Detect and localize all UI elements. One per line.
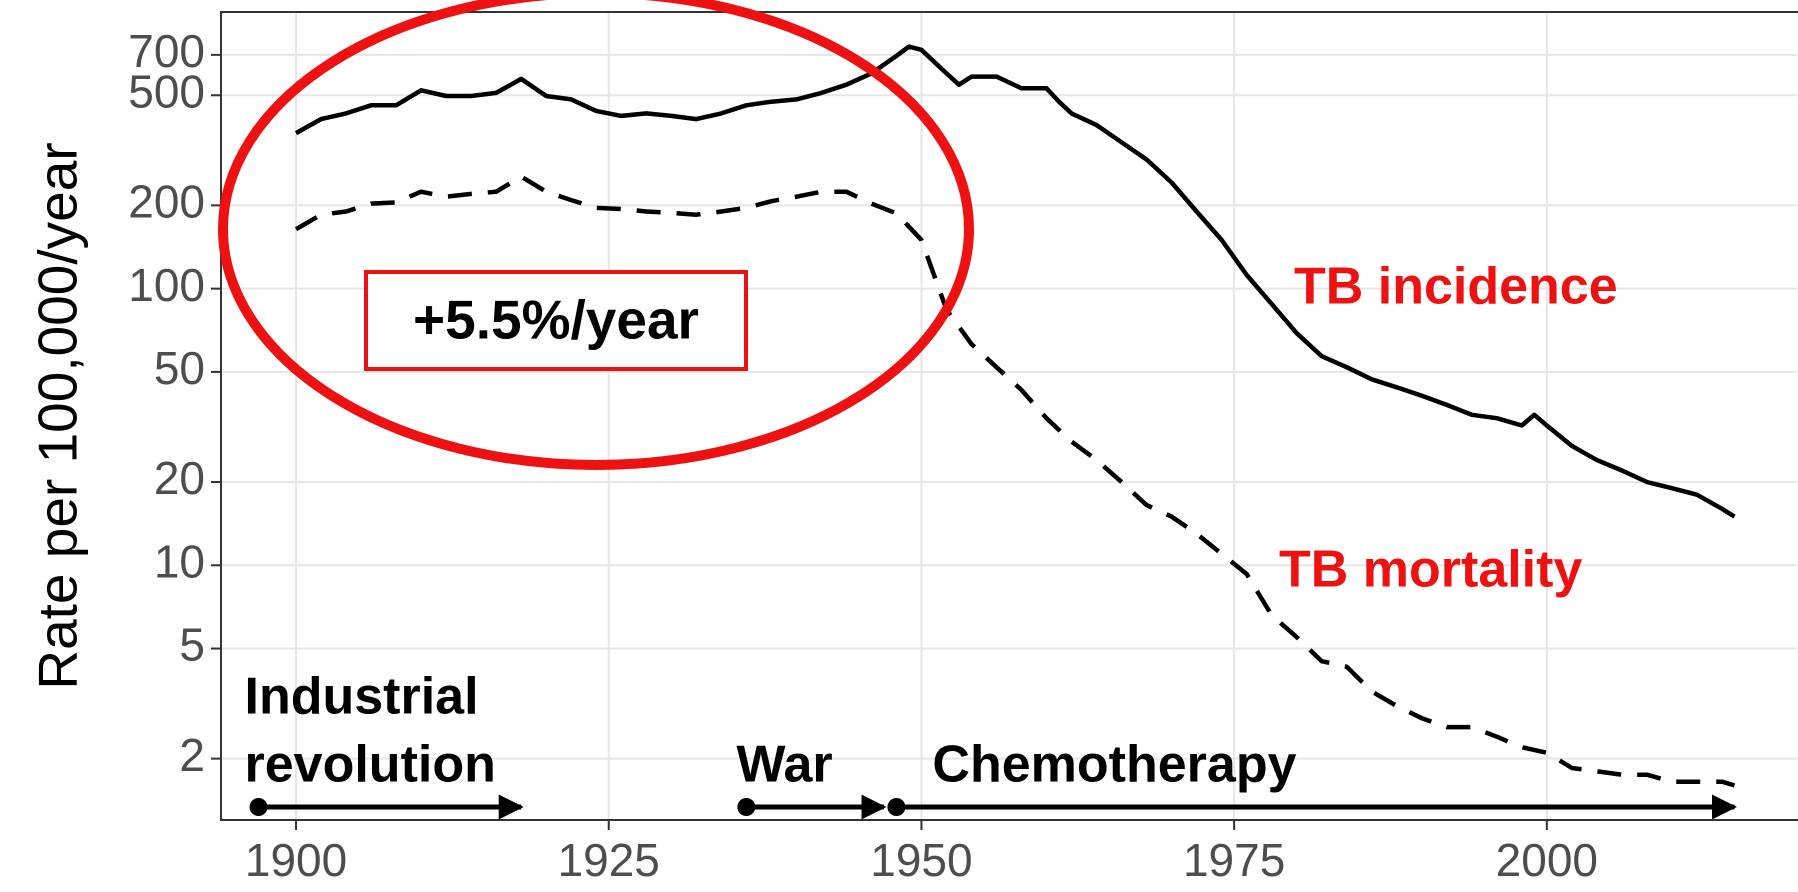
y-tick-label: 100 — [128, 259, 205, 311]
period-label: revolution — [245, 736, 496, 794]
highlight-ellipse — [218, 0, 974, 470]
x-tick-label: 2000 — [1496, 834, 1598, 886]
y-tick-label: 500 — [128, 65, 205, 117]
series-label: TB mortality — [1279, 541, 1582, 599]
x-tick-label: 1900 — [245, 834, 347, 886]
period-label: War — [736, 736, 832, 794]
y-tick-label: 2 — [179, 729, 205, 781]
annotation: +5.5%/year — [413, 289, 699, 351]
period-start — [887, 798, 906, 816]
x-tick-label: 1925 — [558, 834, 660, 886]
x-tick-label: 1950 — [870, 834, 972, 886]
y-tick-label: 200 — [128, 176, 205, 228]
y-tick-label: 10 — [154, 535, 205, 587]
period-start — [249, 798, 268, 816]
annotation-box — [364, 270, 748, 371]
y-tick-label: 20 — [154, 452, 205, 504]
period-label: Chemotherapy — [932, 736, 1296, 794]
period-label: Industrial — [245, 668, 479, 726]
series-line — [294, 44, 1736, 519]
y-tick-label: 50 — [154, 342, 205, 394]
series-label: TB incidence — [1294, 258, 1618, 316]
x-tick-label: 1975 — [1183, 834, 1285, 886]
period-start — [737, 798, 756, 816]
y-axis-label: Rate per 100,000/year — [27, 142, 89, 689]
y-tick-label: 5 — [179, 619, 205, 671]
y-tick-label: 700 — [128, 25, 205, 77]
series-line — [294, 174, 1736, 788]
plot-border — [220, 11, 1798, 821]
